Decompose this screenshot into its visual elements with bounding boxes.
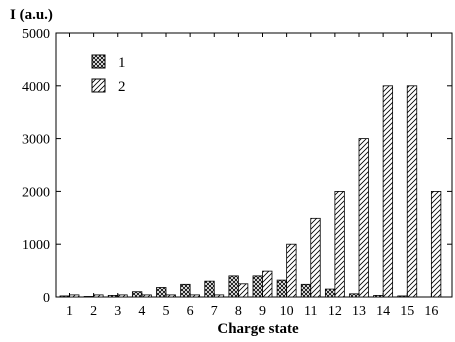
x-axis-title: Charge state bbox=[217, 321, 299, 337]
x-tick-label: 9 bbox=[259, 304, 266, 319]
x-tick-label: 14 bbox=[376, 304, 390, 319]
bar-series-1-7 bbox=[204, 280, 215, 298]
bar-series-1-1 bbox=[59, 295, 70, 298]
y-tick-label: 1000 bbox=[22, 238, 50, 253]
y-axis-title: I (a.u.) bbox=[10, 7, 53, 23]
y-axis: 0 1000 2000 3000 4000 5000 bbox=[22, 27, 452, 306]
y-tick-label: 2000 bbox=[22, 185, 50, 200]
legend-swatch-series-1 bbox=[91, 54, 106, 69]
x-tick-label: 15 bbox=[400, 304, 414, 319]
bar-series-1-8 bbox=[228, 275, 239, 298]
bar-series-1-2 bbox=[83, 296, 95, 298]
x-tick-label: 12 bbox=[328, 304, 342, 319]
bar-series-2-11 bbox=[310, 217, 321, 298]
bar-series-1-11 bbox=[300, 283, 312, 298]
x-tick-label: 6 bbox=[187, 304, 194, 319]
y-tick-label: 3000 bbox=[22, 133, 50, 148]
x-tick-label: 3 bbox=[114, 304, 121, 319]
bar-series-1-12 bbox=[324, 288, 336, 298]
y-tick-label: 0 bbox=[43, 291, 50, 306]
bar-series-1-3 bbox=[107, 295, 119, 298]
x-tick-label: 2 bbox=[90, 304, 97, 319]
bar-series-2-1 bbox=[69, 294, 80, 298]
x-tick-label: 5 bbox=[163, 304, 170, 319]
bars-group bbox=[59, 85, 442, 298]
bar-series-1-4 bbox=[131, 291, 143, 298]
x-axis: 1 2 3 4 5 6 7 8 9 10 11 12 13 14 15 16 bbox=[66, 33, 438, 319]
y-tick-label: 4000 bbox=[22, 80, 50, 95]
bar-series-1-6 bbox=[180, 283, 191, 298]
bar-series-2-3 bbox=[117, 294, 128, 298]
bar-series-2-12 bbox=[334, 190, 345, 298]
legend-label-series-1: 1 bbox=[118, 55, 126, 71]
x-tick-label: 13 bbox=[352, 304, 366, 319]
bar-series-2-14 bbox=[382, 85, 394, 298]
bar-series-2-15 bbox=[406, 85, 418, 298]
bar-series-2-6 bbox=[189, 294, 201, 298]
x-tick-label: 16 bbox=[424, 304, 438, 319]
bar-series-1-5 bbox=[156, 287, 167, 298]
legend-label-series-2: 2 bbox=[118, 79, 126, 95]
bar-series-2-8 bbox=[237, 283, 249, 298]
bar-series-1-15 bbox=[397, 295, 408, 298]
bar-series-2-7 bbox=[213, 294, 225, 298]
bar-series-2-4 bbox=[141, 294, 152, 298]
bar-series-1-9 bbox=[252, 275, 263, 298]
x-tick-label: 8 bbox=[235, 304, 242, 319]
y-tick-label: 5000 bbox=[22, 27, 50, 42]
bar-series-2-13 bbox=[358, 138, 369, 298]
bar-series-2-2 bbox=[93, 294, 104, 298]
bar-series-1-13 bbox=[349, 293, 360, 298]
bar-series-2-5 bbox=[165, 294, 176, 298]
legend-swatch-series-2 bbox=[91, 78, 106, 93]
x-tick-label: 7 bbox=[211, 304, 218, 319]
bar-series-2-10 bbox=[286, 243, 297, 298]
x-tick-label: 10 bbox=[280, 304, 294, 319]
bar-series-2-9 bbox=[262, 270, 273, 298]
legend: 1 2 bbox=[91, 54, 126, 95]
x-tick-label: 11 bbox=[304, 304, 317, 319]
bar-series-1-14 bbox=[373, 295, 384, 298]
bar-series-2-16 bbox=[430, 190, 442, 298]
bar-series-1-10 bbox=[276, 279, 288, 298]
x-tick-label: 1 bbox=[66, 304, 73, 319]
x-tick-label: 4 bbox=[138, 304, 145, 319]
